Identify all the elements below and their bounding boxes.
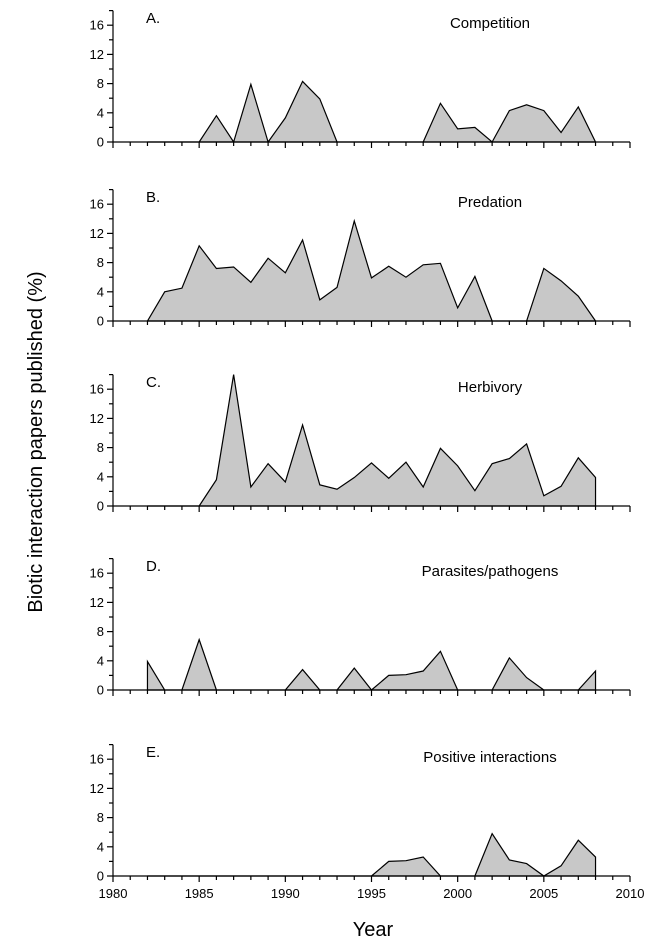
panel-3: 0 4 8 12 16 C. Herbivory — [90, 374, 631, 514]
y-tick-label: 4 — [97, 284, 104, 299]
panel-letter: E. — [146, 744, 160, 761]
y-tick-label: 4 — [97, 839, 104, 854]
series-area — [146, 637, 597, 691]
y-tick-label: 8 — [97, 624, 104, 639]
y-tick-label: 0 — [97, 869, 104, 884]
y-tick-label: 12 — [90, 781, 104, 796]
y-tick-label: 16 — [90, 18, 104, 33]
panels-group: 0 4 8 12 16 A. Competition 0 4 8 12 16 B. Predation 0 4… — [90, 9, 645, 901]
y-tick-label: 16 — [90, 752, 104, 767]
series-area — [146, 218, 597, 322]
x-tick-label: 2000 — [443, 886, 472, 901]
y-tick-label: 8 — [97, 810, 104, 825]
y-tick-label: 16 — [90, 566, 104, 581]
panel-letter: B. — [146, 189, 160, 206]
panel-title: Herbivory — [458, 379, 523, 396]
x-tick-label: 1990 — [271, 886, 300, 901]
x-tick-label: 2005 — [529, 886, 558, 901]
x-tick-label: 2010 — [616, 886, 645, 901]
panel-letter: A. — [146, 10, 160, 27]
y-tick-label: 4 — [97, 469, 104, 484]
y-tick-label: 12 — [90, 411, 104, 426]
y-tick-label: 8 — [97, 440, 104, 455]
panel-letter: D. — [146, 558, 161, 575]
panel-letter: C. — [146, 374, 161, 391]
panel-5: 0 4 8 12 16 1980 1985 1990 1995 2000 2005 2010 E. Pos… — [90, 743, 645, 901]
y-tick-label: 0 — [97, 683, 104, 698]
y-tick-label: 16 — [90, 197, 104, 212]
panel-title: Parasites/pathogens — [422, 563, 559, 580]
x-tick-label: 1980 — [99, 886, 128, 901]
series-area — [147, 80, 597, 144]
x-tick-label: 1995 — [357, 886, 386, 901]
y-tick-label: 4 — [97, 653, 104, 668]
y-tick-label: 8 — [97, 76, 104, 91]
series-area — [147, 374, 597, 507]
y-tick-label: 4 — [97, 105, 104, 120]
x-tick-label: 1985 — [185, 886, 214, 901]
y-axis-title: Biotic interaction papers published (%) — [25, 271, 47, 612]
panel-title: Positive interactions — [423, 749, 556, 766]
panel-4: 0 4 8 12 16 D. Parasites/pathogens — [90, 557, 631, 698]
panel-2: 0 4 8 12 16 B. Predation — [90, 189, 631, 329]
y-tick-label: 12 — [90, 47, 104, 62]
series-area — [147, 832, 597, 877]
y-tick-label: 0 — [97, 499, 104, 514]
y-tick-label: 0 — [97, 314, 104, 329]
x-axis-title: Year — [353, 919, 394, 941]
panel-1: 0 4 8 12 16 A. Competition — [90, 9, 631, 150]
y-tick-label: 0 — [97, 135, 104, 150]
y-tick-label: 12 — [90, 595, 104, 610]
y-tick-label: 8 — [97, 255, 104, 270]
panel-title: Competition — [450, 15, 530, 32]
panel-title: Predation — [458, 194, 522, 211]
y-tick-label: 16 — [90, 382, 104, 397]
y-tick-label: 12 — [90, 226, 104, 241]
